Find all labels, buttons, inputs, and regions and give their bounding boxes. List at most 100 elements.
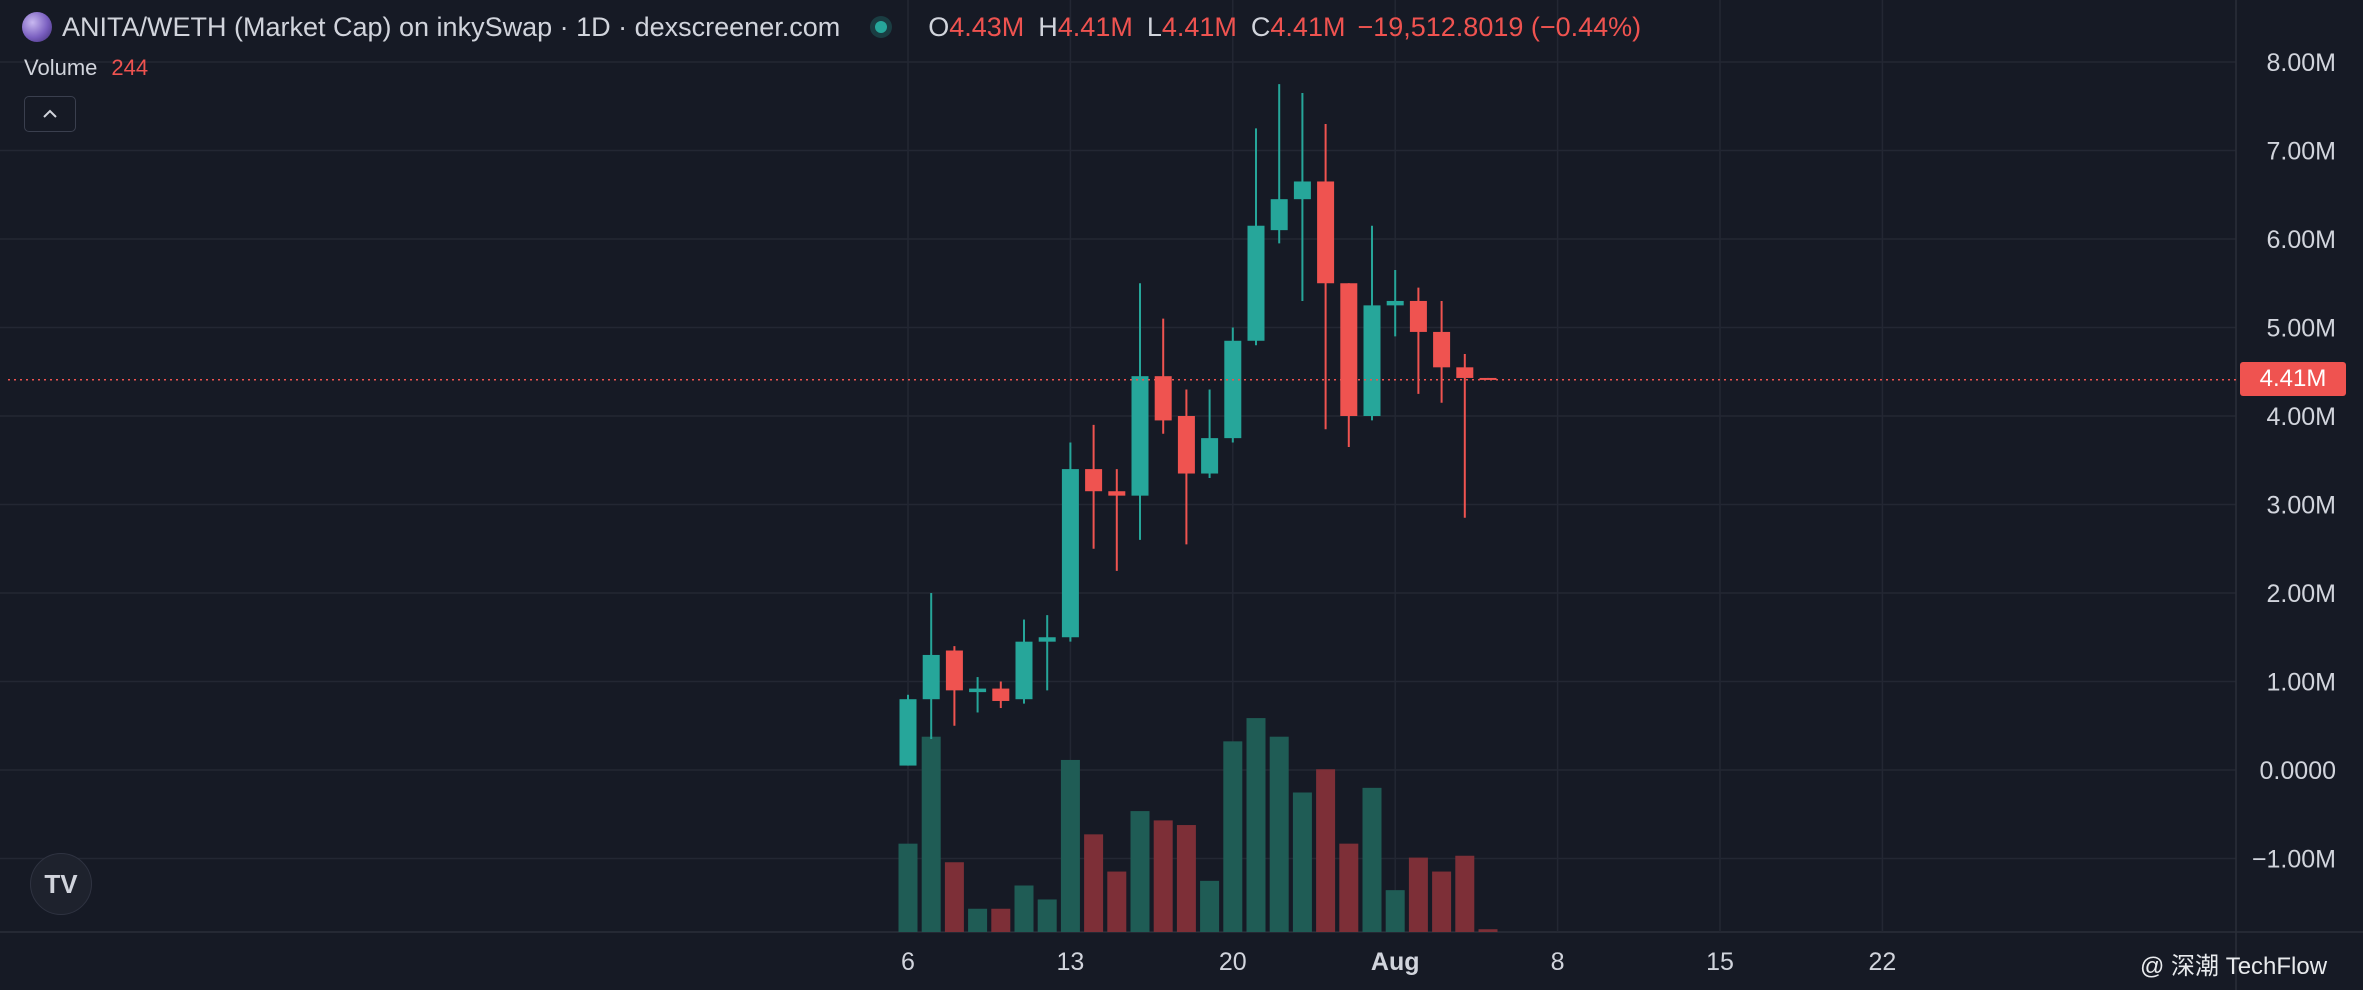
token-logo-icon <box>22 12 52 42</box>
candle[interactable] <box>1317 123 1335 430</box>
candle[interactable] <box>922 593 940 740</box>
candle-body <box>1340 283 1358 416</box>
candle-body <box>1386 300 1404 306</box>
candle-body <box>1409 300 1427 332</box>
volume-bar <box>1432 871 1452 932</box>
candle-body <box>922 654 940 700</box>
candle[interactable] <box>992 681 1010 709</box>
price-axis[interactable]: −1.00M 0.0000 1.00M 2.00M 3.00M 4.00M 5.00M 6.0… <box>2252 49 2336 874</box>
volume-bar <box>1316 769 1336 932</box>
volume-bar <box>1339 843 1359 932</box>
candle[interactable] <box>1247 128 1265 346</box>
candle-body <box>1456 367 1474 378</box>
candle-body <box>1363 305 1381 416</box>
x-tick-label: 6 <box>901 948 915 976</box>
candle-body <box>1038 637 1056 642</box>
candle[interactable] <box>1154 318 1172 434</box>
y-tick-label: −1.00M <box>2252 846 2336 874</box>
candle[interactable] <box>1201 389 1219 478</box>
candle[interactable] <box>1061 442 1079 642</box>
y-tick-label: 6.00M <box>2267 226 2336 254</box>
candle[interactable] <box>1409 287 1427 394</box>
low-label: L <box>1146 11 1162 42</box>
time-axis[interactable]: 6 13 20 Aug 8 15 22 <box>901 948 1896 976</box>
close-label: C <box>1250 11 1271 42</box>
candle[interactable] <box>1433 300 1451 403</box>
tradingview-logo[interactable]: TV <box>30 853 92 915</box>
candle[interactable] <box>1108 469 1126 571</box>
candle[interactable] <box>899 694 917 766</box>
volume-bar <box>1292 792 1312 932</box>
candle[interactable] <box>1085 424 1103 549</box>
volume-bar <box>1478 929 1498 932</box>
candle-body <box>1224 340 1242 439</box>
candle-body <box>1317 181 1335 284</box>
last-price-label: 4.41M <box>2240 362 2346 396</box>
volume-bars <box>898 718 1498 932</box>
volume-bar <box>898 843 918 932</box>
candle[interactable] <box>1038 615 1056 691</box>
price-change: −19,512.8019 (−0.44%) <box>1357 11 1642 42</box>
chevron-up-icon <box>43 109 57 118</box>
open-value: 4.43M <box>949 11 1025 42</box>
candle-body <box>1061 469 1079 638</box>
candle-body <box>1293 181 1311 200</box>
candle-body <box>899 699 917 766</box>
candle-body <box>1177 416 1195 474</box>
x-tick-label: 20 <box>1219 948 1247 976</box>
candle[interactable] <box>1340 283 1358 447</box>
volume-bar <box>1455 855 1475 932</box>
candle-body <box>1433 331 1451 368</box>
candle[interactable] <box>1131 283 1149 540</box>
collapse-legend-button[interactable] <box>24 96 76 132</box>
x-tick-label: 8 <box>1551 948 1565 976</box>
candle[interactable] <box>1479 377 1497 380</box>
volume-bar <box>1130 811 1150 932</box>
high-value: 4.41M <box>1057 11 1133 42</box>
close-value: 4.41M <box>1270 11 1346 42</box>
volume-bar <box>1362 787 1382 932</box>
candle[interactable] <box>1363 225 1381 421</box>
market-status-icon[interactable] <box>870 16 893 38</box>
high-label: H <box>1038 11 1058 42</box>
open-label: O <box>928 11 950 42</box>
candle[interactable] <box>1224 327 1242 443</box>
candle[interactable] <box>1270 84 1288 244</box>
low-value: 4.41M <box>1161 11 1237 42</box>
volume-bar <box>1385 890 1405 932</box>
watermark: @ 深潮 TechFlow <box>2140 953 2328 980</box>
volume-bar <box>1176 825 1196 932</box>
candle[interactable] <box>1177 389 1195 545</box>
candles <box>899 84 1497 766</box>
candle-body <box>1085 469 1103 492</box>
candle-body <box>1479 377 1497 380</box>
candle-body <box>969 688 987 693</box>
y-tick-label: 1.00M <box>2267 669 2336 697</box>
candle[interactable] <box>945 646 963 726</box>
candle-body <box>1270 199 1288 231</box>
candle[interactable] <box>1456 354 1474 518</box>
x-tick-label: 22 <box>1868 948 1896 976</box>
volume-bar <box>1153 820 1173 932</box>
candle-body <box>1015 641 1033 700</box>
volume-label: Volume <box>24 55 98 80</box>
volume-bar <box>1037 899 1057 932</box>
volume-bar <box>1014 885 1034 932</box>
volume-bar <box>944 862 964 932</box>
volume-bar <box>1060 759 1080 932</box>
x-tick-label: Aug <box>1371 948 1420 976</box>
candle[interactable] <box>969 677 987 713</box>
y-tick-label: 8.00M <box>2267 49 2336 77</box>
candle-body <box>1201 438 1219 474</box>
x-tick-label: 15 <box>1706 948 1734 976</box>
volume-bar <box>1246 718 1266 932</box>
volume-bar <box>1107 871 1127 932</box>
candle-body <box>1247 225 1265 341</box>
volume-bar <box>991 908 1011 932</box>
volume-bar <box>1084 834 1104 932</box>
candle[interactable] <box>1293 92 1311 301</box>
candle[interactable] <box>1386 269 1404 337</box>
x-tick-label: 13 <box>1056 948 1084 976</box>
candle[interactable] <box>1015 619 1033 704</box>
